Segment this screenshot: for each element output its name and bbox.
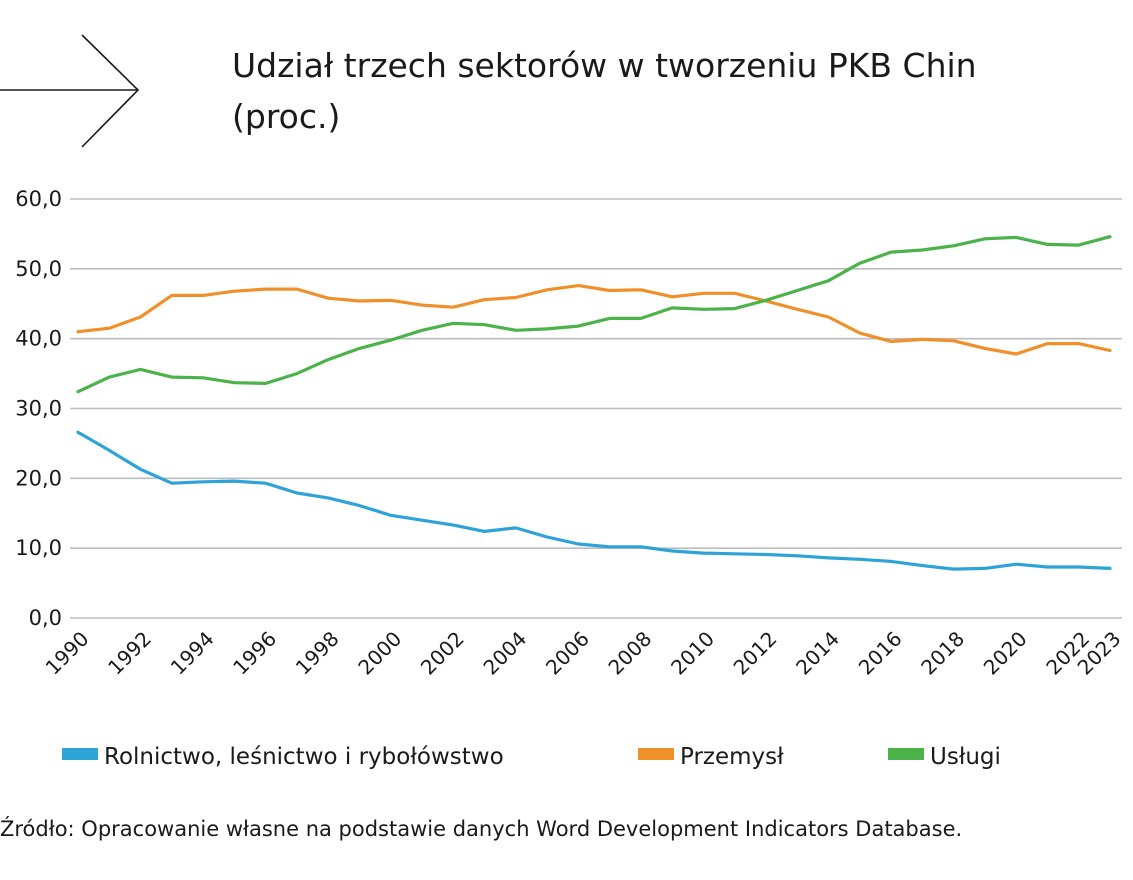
chart-title-line1: Udział trzech sektorów w tworzeniu PKB C… [232,46,977,85]
legend-swatch [888,748,924,760]
chart-title-line2: (proc.) [232,97,340,136]
gridlines [70,198,1122,619]
legend-label: Przemysł [680,744,784,770]
x-tick-label: 2008 [603,627,656,680]
series-line [76,284,1112,356]
legend: Rolnictwo, leśnictwo i rybołówstwo Przemy… [62,744,1001,770]
x-axis-ticks: 1990 1992 1994 1996 1998 2000 2002 2004 2006 2008… [41,627,1126,680]
legend-label: Rolnictwo, leśnictwo i rybołówstwo [104,744,504,770]
y-tick-label: 20,0 [15,466,62,490]
x-tick-label: 2002 [416,627,469,680]
series-line [76,430,1112,571]
y-tick-label: 40,0 [15,327,62,351]
x-tick-label: 1998 [291,627,344,680]
y-tick-label: 10,0 [15,536,62,560]
x-tick-label: 2004 [478,627,531,680]
series-lines [76,235,1112,571]
x-tick-label: 1992 [103,627,156,680]
y-axis-ticks: 0,0 10,0 20,0 30,0 40,0 50,0 60,0 [15,187,62,630]
y-tick-label: 0,0 [29,606,62,630]
x-tick-label: 2014 [791,627,844,680]
arrow-right-icon [0,34,140,148]
legend-swatch [62,748,98,760]
x-tick-label: 2010 [666,627,719,680]
x-tick-label: 2012 [729,627,782,680]
x-tick-label: 1996 [228,627,281,680]
x-tick-label: 1994 [166,627,219,680]
x-tick-label: 2000 [353,627,406,680]
legend-label: Usługi [930,744,1001,770]
series-line [76,235,1112,394]
legend-swatch [638,748,674,760]
x-tick-label: 2006 [541,627,594,680]
y-tick-label: 30,0 [15,397,62,421]
y-tick-label: 60,0 [15,187,62,211]
x-tick-label: 1990 [41,627,94,680]
x-tick-label: 2016 [854,627,907,680]
x-tick-label: 2020 [979,627,1032,680]
x-tick-label: 2018 [916,627,969,680]
source-note: Źródło: Opracowanie własne na podstawie … [0,816,962,841]
y-tick-label: 50,0 [15,257,62,281]
